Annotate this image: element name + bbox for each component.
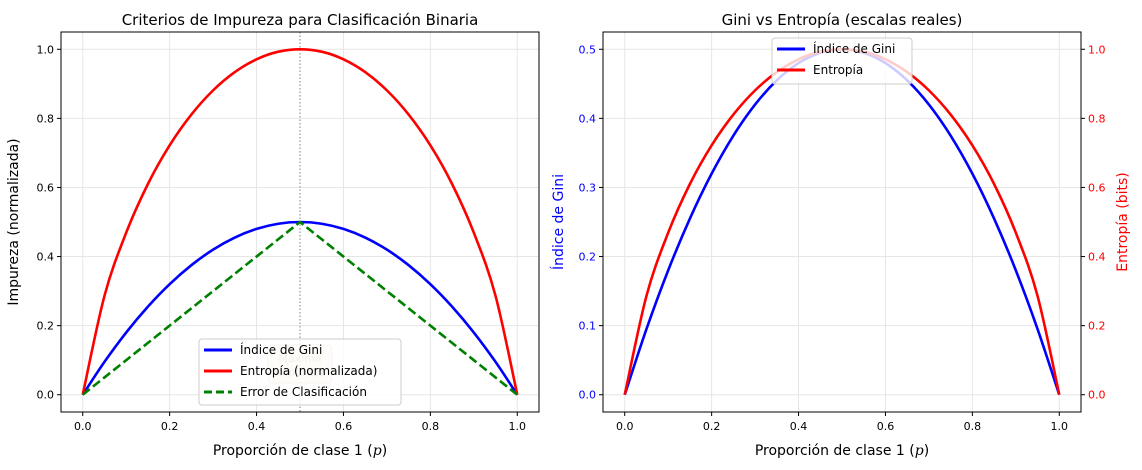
y-tick-label-right: 0.0 [1088,389,1106,402]
series-lines [623,47,1061,396]
y-ticks-left: 0.0 0.1 0.2 0.3 0.4 0.5 [579,43,603,402]
x-tick-label: 1.0 [509,420,527,433]
x-tick-label: 0.2 [161,420,179,433]
x-tick-label: 0.0 [74,420,92,433]
y-tick-label-right: 0.2 [1088,320,1106,333]
legend: Índice de Gini Entropía [771,37,913,85]
y-tick-label-left: 0.0 [579,389,597,402]
x-tick-label: 0.4 [790,420,808,433]
y-tick-label-left: 0.2 [579,251,597,264]
series-line-entropy [623,47,1061,396]
y-tick-label-right: 0.4 [1088,251,1106,264]
x-axis-label: Proporción de clase 1 (p) [755,443,929,459]
y-axis-label-right: Entropía (bits) [1115,172,1131,272]
y-axis-label-left: Índice de Gini [550,174,567,270]
x-tick-label: 0.0 [616,420,634,433]
legend-label-entropy: Entropía [813,63,863,77]
legend-label-error: Error de Clasificación [240,385,367,399]
chart-title: Gini vs Entropía (escalas reales) [722,11,963,29]
y-ticks-right: 0.0 0.2 0.4 0.6 0.8 1.0 [1081,43,1106,402]
panel-gini-vs-entropy: Gini vs Entropía (escalas reales) 0.0 0.2… [550,11,1131,459]
y-tick-label-right: 0.6 [1088,181,1106,194]
x-tick-label: 0.8 [422,420,440,433]
x-ticks: 0.0 0.2 0.4 0.6 0.8 1.0 [74,412,526,433]
y-tick-label: 0.2 [37,320,55,333]
series-line-entropy [81,47,519,396]
y-tick-label: 1.0 [37,43,55,56]
x-tick-label: 0.8 [964,420,982,433]
x-axis-label: Proporción de clase 1 (p) [213,443,387,459]
legend-box [198,338,402,406]
y-ticks: 0.0 0.2 0.4 0.6 0.8 1.0 [37,43,61,402]
x-tick-label: 1.0 [1051,420,1069,433]
legend-label-gini: Índice de Gini [813,41,895,56]
legend-box [771,37,913,85]
y-tick-label-left: 0.5 [579,43,597,56]
y-tick-label: 0.6 [37,181,55,194]
x-tick-label: 0.2 [703,420,721,433]
x-tick-label: 0.6 [877,420,895,433]
y-tick-label-left: 0.1 [579,320,597,333]
series-lines [81,47,519,396]
y-tick-label-left: 0.3 [579,181,597,194]
y-axis-label: Impureza (normalizada) [6,138,22,305]
gridlines [603,32,1081,412]
y-tick-label: 0.8 [37,112,55,125]
y-tick-label: 0.0 [37,389,55,402]
x-tick-label: 0.4 [248,420,266,433]
legend-label-gini: Índice de Gini [240,342,322,357]
chart-title: Criterios de Impureza para Clasificación… [122,11,479,29]
y-tick-label-left: 0.4 [579,112,597,125]
x-tick-label: 0.6 [335,420,353,433]
legend-label-entropy: Entropía (normalizada) [240,364,377,378]
plot-frame [60,31,540,413]
plot-frame [602,31,1082,413]
y-tick-label: 0.4 [37,251,55,264]
series-line-gini [623,47,1061,396]
x-ticks: 0.0 0.2 0.4 0.6 0.8 1.0 [616,412,1068,433]
y-tick-label-right: 1.0 [1088,43,1106,56]
y-tick-label-right: 0.8 [1088,112,1106,125]
series-line-error [81,220,519,396]
legend: Índice de Gini Entropía (normalizada) Er… [198,338,402,406]
panel-impurity-criteria: Criterios de Impureza para Clasificación… [6,11,540,459]
